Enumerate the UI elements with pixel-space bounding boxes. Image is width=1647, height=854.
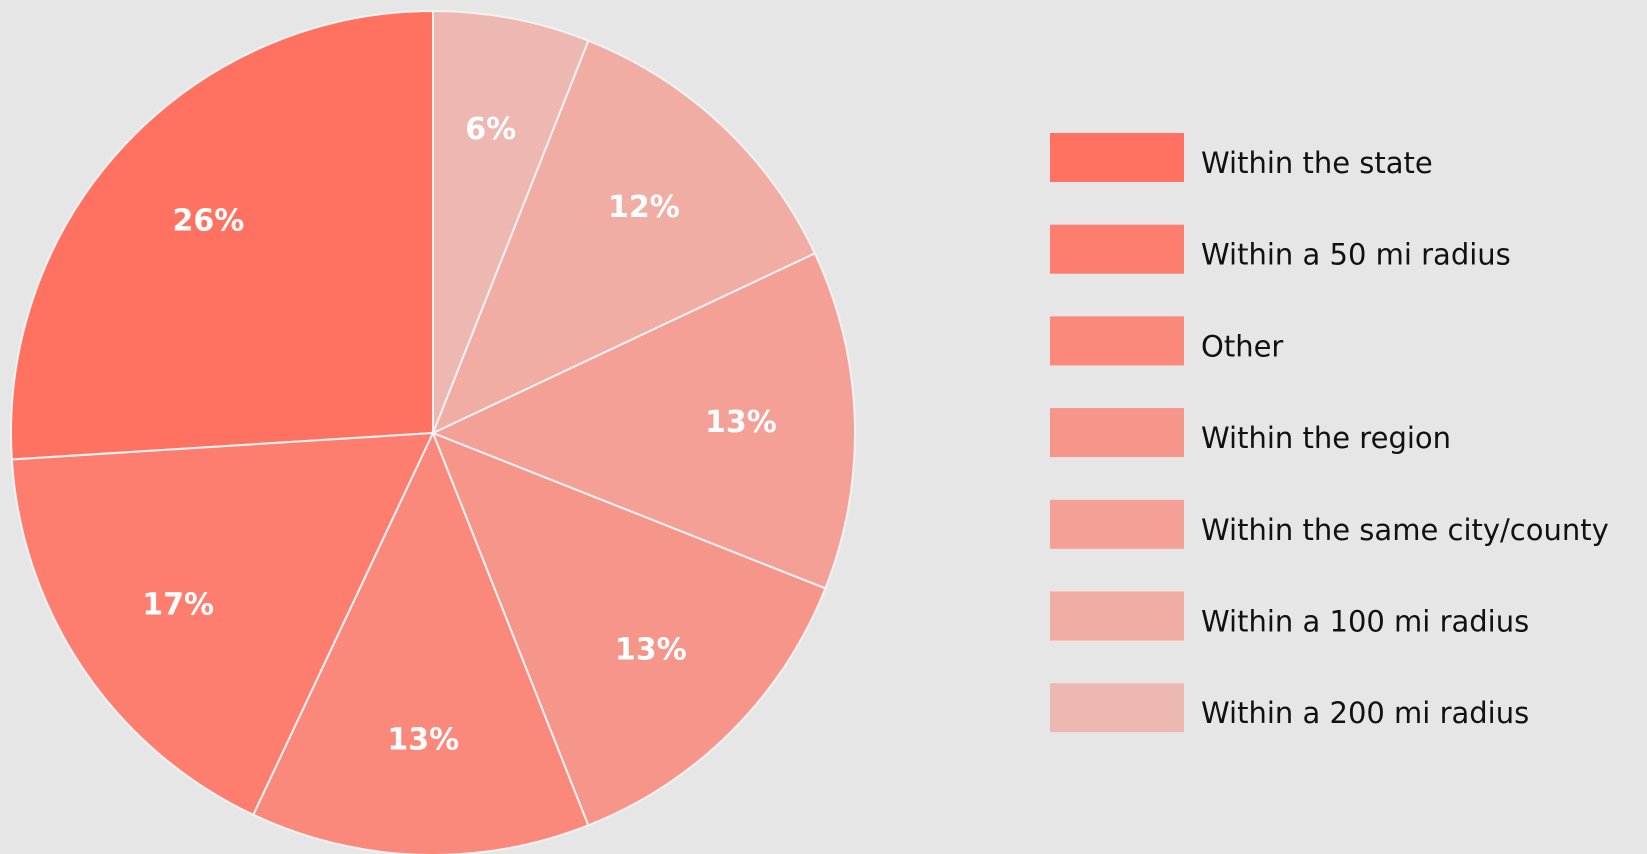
legend-label: Within the region xyxy=(1201,421,1451,455)
pie-slice xyxy=(251,430,590,854)
pie-slice xyxy=(432,9,590,434)
legend-label: Within the state xyxy=(1201,146,1433,180)
legend-label: Within the same city/county xyxy=(1201,513,1609,547)
pie-slice xyxy=(10,9,434,461)
legend-label: Within a 100 mi radius xyxy=(1201,605,1529,639)
legend-swatch xyxy=(1050,408,1184,458)
slice-label: 12% xyxy=(608,190,680,225)
slice-label: 13% xyxy=(705,405,777,440)
legend-swatch xyxy=(1050,499,1184,549)
legend-label: Within a 50 mi radius xyxy=(1201,238,1511,272)
slice-label: 26% xyxy=(173,204,245,239)
slice-label: 13% xyxy=(615,632,687,667)
legend-swatch xyxy=(1050,316,1184,366)
slice-label: 13% xyxy=(387,722,459,757)
legend-swatch xyxy=(1050,224,1184,274)
legend-swatch xyxy=(1050,133,1184,182)
pie-slice xyxy=(430,251,856,590)
slice-label: 17% xyxy=(142,588,214,623)
pie-slice xyxy=(431,39,817,435)
pie-slice xyxy=(431,431,827,827)
legend-swatch xyxy=(1050,591,1184,641)
legend-label: Within a 200 mi radius xyxy=(1201,696,1529,730)
pie-slice xyxy=(10,431,435,817)
slice-label: 6% xyxy=(465,112,516,147)
legend-swatch xyxy=(1050,683,1184,733)
legend-label: Other xyxy=(1201,329,1283,363)
